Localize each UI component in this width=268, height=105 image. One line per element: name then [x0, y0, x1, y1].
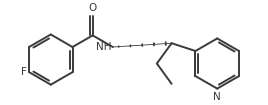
Text: F: F: [21, 67, 27, 77]
Text: N: N: [213, 92, 221, 102]
Text: O: O: [88, 3, 97, 13]
Text: NH: NH: [96, 42, 111, 52]
